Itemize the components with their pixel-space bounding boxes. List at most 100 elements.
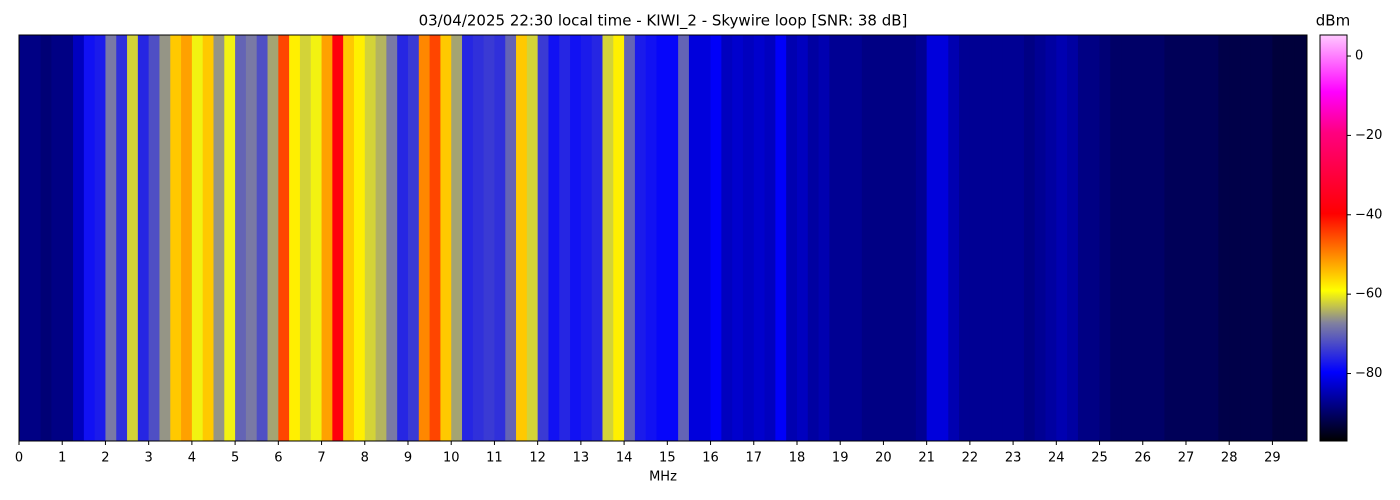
heatmap-cell: [602, 35, 614, 441]
heatmap-cell: [1185, 35, 1198, 441]
heatmap-cell: [364, 35, 377, 441]
heatmap-cell: [1002, 35, 1014, 441]
heatmap-cell: [83, 35, 96, 441]
heatmap-cell: [1283, 35, 1295, 441]
x-tick-label: 16: [702, 451, 719, 466]
heatmap-cell: [386, 35, 398, 441]
heatmap-cell: [1142, 35, 1155, 441]
heatmap-cell: [1067, 35, 1079, 441]
heatmap-cell: [591, 35, 603, 441]
heatmap-cell: [202, 35, 214, 441]
heatmap-cell: [1056, 35, 1068, 441]
heatmap-cell: [1304, 35, 1307, 441]
heatmap-cell: [516, 35, 528, 441]
x-tick-label: 11: [486, 451, 503, 466]
heatmap-cell: [624, 35, 636, 441]
x-tick-label: 19: [832, 451, 849, 466]
heatmap-cell: [19, 35, 31, 441]
heatmap-cell: [1077, 35, 1090, 441]
heatmap-cell: [1034, 35, 1047, 441]
heatmap-cell: [94, 35, 106, 441]
heatmap-cell: [948, 35, 960, 441]
colorbar: [1319, 34, 1348, 442]
heatmap-cell: [105, 35, 117, 441]
heatmap-cell: [1013, 35, 1025, 441]
heatmap-cell: [969, 35, 982, 441]
heatmap-cell: [1229, 35, 1241, 441]
heatmap-cell: [667, 35, 679, 441]
heatmap-cell: [181, 35, 193, 441]
heatmap-cell: [256, 35, 269, 441]
heatmap-cell: [634, 35, 647, 441]
heatmap-cell: [51, 35, 63, 441]
heatmap-cell: [570, 35, 582, 441]
heatmap-cell: [959, 35, 971, 441]
heatmap-cell: [980, 35, 992, 441]
heatmap-cell: [1250, 35, 1263, 441]
heatmap-cell: [310, 35, 323, 441]
x-tick-label: 8: [361, 451, 369, 466]
x-tick-label: 2: [101, 451, 109, 466]
heatmap-cell: [840, 35, 852, 441]
colorbar-tick-label: −60: [1355, 287, 1382, 302]
heatmap-cell: [1196, 35, 1209, 441]
heatmap-cell: [462, 35, 474, 441]
heatmap-cell: [775, 35, 787, 441]
heatmap-cell: [505, 35, 517, 441]
heatmap-cell: [742, 35, 755, 441]
heatmap-cell: [613, 35, 625, 441]
heatmap-cell: [548, 35, 560, 441]
colorbar-tick-label: 0: [1355, 49, 1363, 64]
x-tick-label: 25: [1091, 451, 1108, 466]
heatmap-cell: [29, 35, 42, 441]
heatmap-cell: [915, 35, 928, 441]
x-tick-label: 28: [1221, 451, 1238, 466]
heatmap-cell: [1218, 35, 1230, 441]
x-tick-label: 15: [659, 451, 676, 466]
x-tick-label: 27: [1178, 451, 1195, 466]
heatmap-cell: [472, 35, 485, 441]
heatmap-cell: [883, 35, 895, 441]
chart-title: 03/04/2025 22:30 local time - KIWI_2 - S…: [419, 12, 908, 31]
heatmap-cell: [861, 35, 874, 441]
heatmap-cell: [343, 35, 355, 441]
heatmap-cell: [148, 35, 160, 441]
x-tick-label: 12: [529, 451, 546, 466]
heatmap-cell: [796, 35, 809, 441]
heatmap-cell: [559, 35, 571, 441]
heatmap-cell: [1175, 35, 1187, 441]
colorbar-tick-label: −80: [1355, 366, 1382, 381]
x-tick-label: 14: [616, 451, 633, 466]
x-tick-label: 5: [231, 451, 239, 466]
heatmap-cell: [1294, 35, 1306, 441]
heatmap-cell: [1164, 35, 1176, 441]
heatmap-cell: [1023, 35, 1036, 441]
heatmap-cell: [580, 35, 593, 441]
x-tick-label: 10: [443, 451, 460, 466]
heatmap-cell: [1088, 35, 1101, 441]
heatmap-cell: [494, 35, 506, 441]
heatmap-cell: [1110, 35, 1122, 441]
heatmap-cell: [894, 35, 906, 441]
heatmap-cell: [418, 35, 431, 441]
heatmap-cell: [1099, 35, 1111, 441]
heatmap-cell: [451, 35, 463, 441]
heatmap-cell: [137, 35, 150, 441]
heatmap-cell: [397, 35, 409, 441]
heatmap-cell: [40, 35, 52, 441]
heatmap-cell: [170, 35, 182, 441]
heatmap-cell: [278, 35, 290, 441]
heatmap-cell: [62, 35, 74, 441]
x-tick-label: 20: [875, 451, 892, 466]
heatmap-cell: [440, 35, 452, 441]
x-tick-label: 1: [58, 451, 66, 466]
heatmap-cell: [191, 35, 204, 441]
x-axis-label: MHz: [649, 470, 677, 485]
x-tick-label: 24: [1048, 451, 1065, 466]
x-tick-label: 22: [962, 451, 979, 466]
heatmap-cell: [764, 35, 776, 441]
x-tick-label: 23: [1005, 451, 1022, 466]
x-tick-label: 29: [1264, 451, 1281, 466]
heatmap-cell: [699, 35, 712, 441]
